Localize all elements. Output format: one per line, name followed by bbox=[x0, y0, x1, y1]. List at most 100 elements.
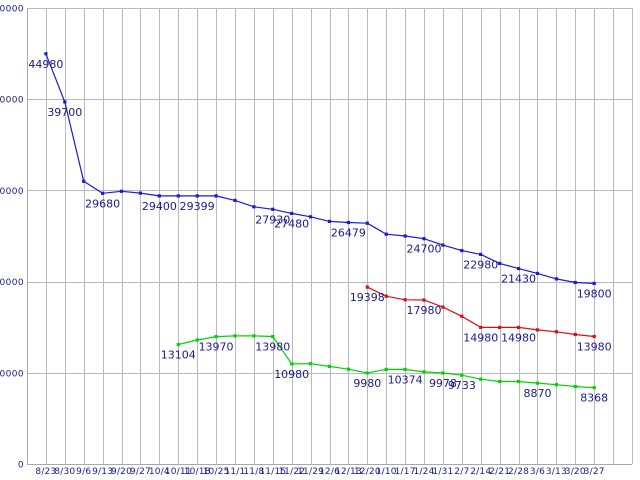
x-axis-tick-label: 8/30 bbox=[54, 467, 75, 477]
x-axis-tick-label: 12/6 bbox=[319, 467, 340, 477]
data-point-label: 19398 bbox=[350, 291, 385, 304]
x-axis-tick-label: 11/22 bbox=[278, 467, 305, 477]
data-point-label: 21430 bbox=[501, 273, 536, 286]
data-point-marker bbox=[138, 191, 142, 195]
x-axis-tick-label: 8/23 bbox=[35, 467, 56, 477]
x-axis-tick-label: 1/10 bbox=[376, 467, 397, 477]
x-axis-tick-labels: 8/238/30 9/6 9/139/209/2710/410/1110/1810/… bbox=[35, 467, 604, 477]
data-point-label: 29680 bbox=[85, 197, 120, 210]
data-point-marker bbox=[309, 215, 313, 219]
data-point-marker bbox=[384, 232, 388, 236]
data-point-marker bbox=[441, 243, 445, 247]
data-point-marker bbox=[271, 207, 275, 211]
data-point-marker bbox=[554, 383, 558, 387]
data-point-label: 9980 bbox=[353, 377, 381, 390]
x-axis-tick-label: 3/20 bbox=[565, 467, 586, 477]
data-point-label: 29399 bbox=[180, 200, 215, 213]
data-point-marker bbox=[233, 198, 237, 202]
data-point-marker bbox=[176, 194, 180, 198]
data-point-label: 26479 bbox=[331, 227, 366, 240]
data-point-marker bbox=[554, 330, 558, 334]
data-point-marker bbox=[290, 211, 294, 215]
data-point-label: 9978 bbox=[429, 377, 457, 390]
data-point-label: 8368 bbox=[580, 392, 608, 405]
x-axis-tick-label: 2/14 bbox=[470, 467, 491, 477]
x-axis-tick-label: 11/15 bbox=[259, 467, 286, 477]
y-axis-tick-labels: 0 10000 20000 30000 40000 50000 bbox=[0, 5, 24, 471]
data-point-label: 10374 bbox=[388, 373, 423, 386]
data-point-marker bbox=[233, 334, 237, 338]
data-point-marker bbox=[554, 277, 558, 281]
data-point-marker bbox=[157, 194, 161, 198]
x-axis-tick-label: 2/28 bbox=[508, 467, 529, 477]
data-point-marker bbox=[498, 325, 502, 329]
data-point-marker bbox=[498, 261, 502, 265]
x-axis-tick-label: 1/31 bbox=[432, 467, 453, 477]
data-point-marker bbox=[309, 362, 313, 366]
data-series-group bbox=[44, 52, 596, 390]
data-point-label: 13980 bbox=[255, 341, 290, 354]
series-line-blue-series bbox=[45, 53, 595, 284]
data-point-marker bbox=[384, 367, 388, 371]
data-point-marker bbox=[365, 221, 369, 225]
y-axis-tick-label: 30000 bbox=[0, 187, 24, 197]
data-point-marker bbox=[535, 328, 540, 332]
x-axis-tick-label: 3/6 bbox=[530, 467, 545, 477]
data-point-marker bbox=[573, 280, 577, 285]
x-axis-tick-label: 10/4 bbox=[149, 467, 170, 477]
data-point-label: 22980 bbox=[463, 258, 498, 271]
data-point-label: 14980 bbox=[463, 331, 498, 344]
data-point-marker bbox=[44, 52, 48, 56]
x-axis-tick-label: 9/13 bbox=[92, 467, 113, 477]
data-point-label: 14980 bbox=[501, 331, 536, 344]
x-axis-tick-label: 9/27 bbox=[130, 467, 151, 477]
data-point-marker bbox=[573, 332, 577, 337]
data-point-marker bbox=[460, 249, 464, 253]
x-axis-tick-label: 11/8 bbox=[243, 467, 264, 477]
data-point-marker bbox=[63, 100, 67, 104]
data-point-marker bbox=[498, 379, 502, 384]
data-point-marker bbox=[403, 367, 407, 371]
data-point-marker bbox=[365, 371, 369, 375]
data-point-label: 44980 bbox=[28, 58, 63, 71]
data-point-marker bbox=[479, 325, 483, 329]
y-axis-tick-label: 50000 bbox=[0, 5, 24, 15]
data-point-marker bbox=[422, 237, 426, 241]
data-point-label: 9733 bbox=[448, 379, 476, 392]
data-point-marker bbox=[195, 338, 199, 342]
data-point-marker bbox=[479, 377, 483, 381]
x-axis-tick-label: 1/24 bbox=[414, 467, 435, 477]
data-point-marker bbox=[592, 386, 596, 390]
x-axis-tick-label: 10/18 bbox=[184, 467, 211, 477]
x-axis-tick-label: 2/7 bbox=[454, 467, 469, 477]
data-point-marker bbox=[460, 373, 464, 377]
data-point-marker bbox=[517, 325, 521, 329]
x-axis-tick-label: 9/20 bbox=[111, 467, 132, 477]
data-point-label: 13980 bbox=[577, 341, 612, 354]
data-point-marker bbox=[271, 334, 275, 339]
data-point-marker bbox=[195, 194, 199, 198]
data-point-marker bbox=[535, 271, 540, 275]
x-axis-tick-label: 12/13 bbox=[335, 467, 362, 477]
y-axis-tick-label: 40000 bbox=[0, 96, 24, 106]
x-axis-tick-label: 9/6 bbox=[76, 467, 91, 477]
data-point-marker bbox=[214, 335, 218, 339]
data-point-label: 29400 bbox=[142, 200, 177, 213]
data-point-marker bbox=[592, 281, 596, 285]
data-point-marker bbox=[573, 384, 577, 389]
data-point-label: 19800 bbox=[577, 287, 612, 300]
series-line-red-series bbox=[367, 286, 595, 338]
data-point-marker bbox=[403, 298, 407, 302]
x-axis-tick-label: 3/13 bbox=[546, 467, 567, 477]
data-point-label: 24700 bbox=[407, 243, 442, 256]
data-point-marker bbox=[214, 194, 218, 198]
data-point-label: 13970 bbox=[199, 341, 234, 354]
data-point-marker bbox=[441, 305, 445, 309]
data-point-marker bbox=[479, 252, 483, 256]
y-axis-tick-label: 10000 bbox=[0, 369, 24, 379]
data-point-marker bbox=[535, 381, 540, 385]
data-point-marker bbox=[119, 189, 124, 193]
